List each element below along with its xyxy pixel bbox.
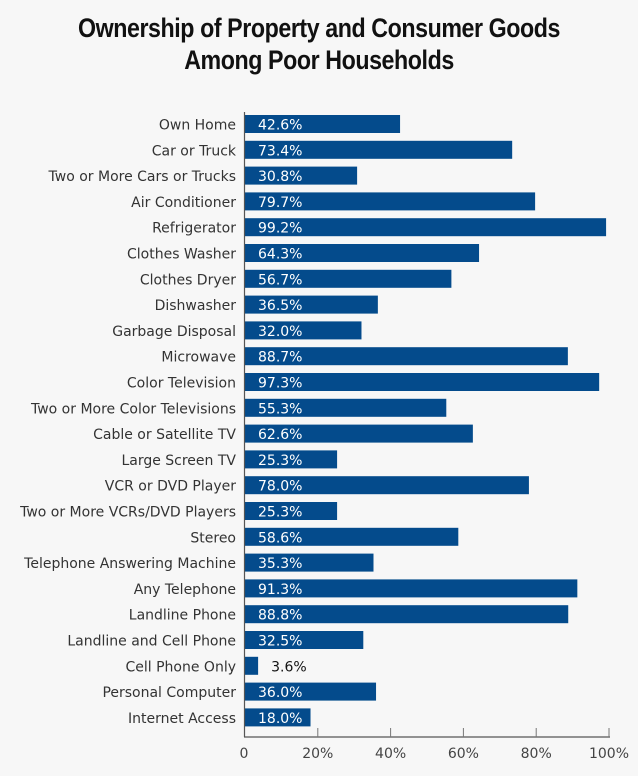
x-tick-label: 40%	[375, 746, 406, 762]
category-label: Dishwasher	[155, 298, 237, 314]
value-label: 73.4%	[258, 143, 302, 159]
chart-title: Ownership of Property and Consumer Goods…	[45, 12, 594, 76]
bar	[245, 269, 452, 288]
value-label: 25.3%	[258, 453, 302, 469]
category-label: Car or Truck	[152, 143, 237, 159]
bar	[245, 553, 374, 572]
bar	[245, 502, 338, 520]
bar	[245, 682, 377, 701]
bar	[245, 656, 259, 675]
category-label: Personal Computer	[102, 685, 236, 701]
category-label: Stereo	[190, 530, 236, 546]
bar	[245, 295, 378, 314]
value-label: 55.3%	[258, 401, 302, 417]
x-tick-label: 100%	[589, 746, 629, 762]
value-label: 79.7%	[258, 195, 302, 211]
bar	[245, 424, 473, 443]
value-label: 18.0%	[258, 711, 302, 727]
category-label: Two or More Color Televisions	[30, 401, 236, 417]
value-label: 25.3%	[258, 505, 302, 521]
bar	[245, 579, 578, 598]
value-label: 3.6%	[271, 659, 307, 675]
category-label: VCR or DVD Player	[105, 479, 236, 495]
value-label: 56.7%	[258, 272, 302, 288]
value-label: 32.0%	[258, 324, 302, 340]
value-label: 88.7%	[258, 350, 302, 366]
category-label: Clothes Washer	[127, 247, 236, 263]
category-label: Garbage Disposal	[112, 324, 236, 340]
bar	[245, 450, 338, 469]
category-label: Clothes Dryer	[140, 272, 236, 288]
category-label: Two or More Cars or Trucks	[48, 169, 236, 185]
value-label: 58.6%	[258, 530, 302, 546]
category-label: Microwave	[161, 350, 236, 366]
value-label: 35.3%	[258, 556, 302, 572]
category-label: Refrigerator	[152, 221, 236, 237]
bar	[245, 244, 480, 262]
category-label: Cell Phone Only	[125, 659, 236, 675]
value-label: 36.0%	[258, 685, 302, 701]
chart-title-line-2: Among Poor Households	[184, 45, 454, 75]
value-label: 97.3%	[258, 376, 302, 392]
category-label: Internet Access	[128, 711, 236, 727]
x-tick-label: 20%	[302, 746, 333, 762]
value-label: 42.6%	[258, 118, 302, 134]
category-label: Own Home	[159, 118, 236, 134]
x-tick-label: 60%	[448, 746, 479, 762]
category-label: Any Telephone	[134, 582, 236, 598]
category-label: Two or More VCRs/DVD Players	[19, 505, 236, 521]
bar	[245, 708, 311, 727]
bar	[245, 166, 358, 185]
bar	[245, 218, 607, 237]
value-label: 64.3%	[258, 247, 302, 263]
bar	[245, 321, 362, 340]
bar	[245, 373, 600, 391]
category-label: Color Television	[127, 376, 236, 392]
value-label: 36.5%	[258, 298, 302, 314]
value-label: 32.5%	[258, 634, 302, 650]
value-label: 62.6%	[258, 427, 302, 443]
bar	[245, 398, 447, 417]
bar	[245, 631, 364, 649]
chart-title-line-1: Ownership of Property and Consumer Goods	[77, 13, 561, 43]
x-tick-label: 0	[240, 746, 249, 762]
bar	[245, 476, 529, 495]
category-label: Landline and Cell Phone	[67, 634, 236, 650]
bar	[245, 140, 513, 159]
value-label: 88.8%	[258, 608, 302, 624]
bar	[245, 527, 459, 546]
bar	[245, 347, 568, 366]
x-tick-label: 80%	[521, 746, 552, 762]
category-label: Telephone Answering Machine	[23, 556, 236, 572]
value-label: 78.0%	[258, 479, 302, 495]
category-label: Large Screen TV	[121, 453, 236, 469]
bar	[245, 115, 401, 133]
category-label: Air Conditioner	[131, 195, 236, 211]
category-label: Landline Phone	[129, 608, 236, 624]
value-label: 30.8%	[258, 169, 302, 185]
value-label: 91.3%	[258, 582, 302, 598]
category-label: Cable or Satellite TV	[93, 427, 236, 443]
value-label: 99.2%	[258, 221, 302, 237]
bar	[245, 192, 536, 211]
bar	[245, 605, 569, 624]
